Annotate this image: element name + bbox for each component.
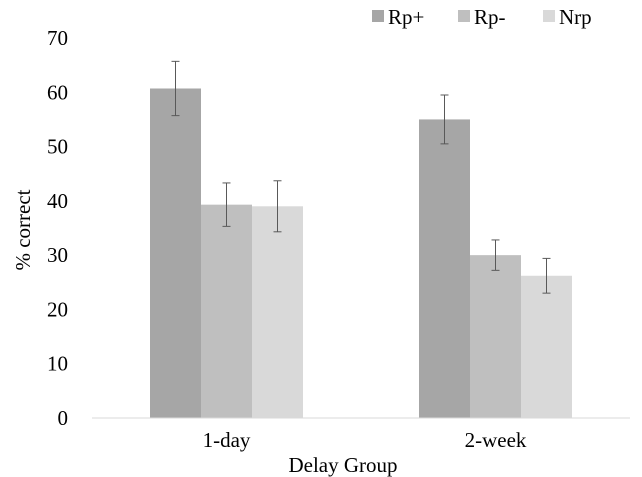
bar-rp-2week xyxy=(470,255,521,418)
x-axis-title: Delay Group xyxy=(288,453,397,477)
bars xyxy=(150,60,572,418)
legend-label-nrp: Nrp xyxy=(559,5,592,29)
error-bar xyxy=(542,257,551,294)
bar-rp-1day xyxy=(150,88,201,418)
y-tick-label: 30 xyxy=(47,243,68,267)
legend-swatch-rp xyxy=(372,10,384,22)
error-bar xyxy=(222,182,231,227)
legend-swatch-rp xyxy=(458,10,470,22)
y-tick-label: 50 xyxy=(47,135,68,159)
bar-nrp-1day xyxy=(252,206,303,418)
legend: Rp+ Rp- Nrp xyxy=(372,5,592,29)
legend-label-rp: Rp- xyxy=(474,5,506,29)
y-axis: 0 10 20 30 40 50 60 70 xyxy=(47,26,68,430)
x-axis: 1-day 2-week xyxy=(92,417,630,452)
error-bar xyxy=(273,180,282,233)
x-tick-label: 1-day xyxy=(203,428,251,452)
bar-nrp-2week xyxy=(521,275,572,418)
y-tick-label: 40 xyxy=(47,189,68,213)
bar-rp-1day xyxy=(201,204,252,418)
bar-rp-2week xyxy=(419,119,470,418)
y-tick-label: 0 xyxy=(58,406,69,430)
y-tick-label: 10 xyxy=(47,352,68,376)
y-tick-label: 60 xyxy=(47,80,68,104)
y-tick-label: 70 xyxy=(47,26,68,50)
legend-label-rp: Rp+ xyxy=(388,5,424,29)
legend-swatch-nrp xyxy=(543,10,555,22)
y-tick-label: 20 xyxy=(47,297,68,321)
x-tick-label: 2-week xyxy=(465,428,527,452)
y-axis-title: % correct xyxy=(11,189,35,270)
error-bar xyxy=(491,239,500,271)
error-bar xyxy=(440,94,449,145)
error-bar xyxy=(171,60,180,117)
